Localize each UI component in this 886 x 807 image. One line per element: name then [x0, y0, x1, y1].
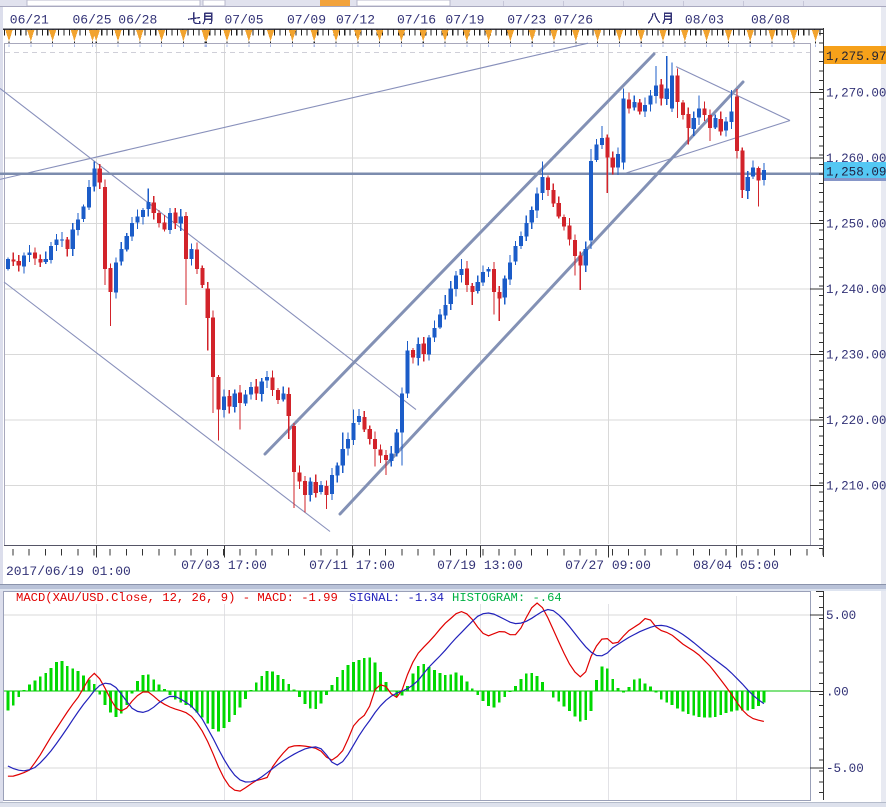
svg-text:08/03: 08/03	[685, 13, 724, 28]
svg-text:.00: .00	[826, 686, 849, 700]
svg-text:07/26: 07/26	[554, 13, 593, 28]
svg-text:1,250.00: 1,250.00	[826, 218, 886, 232]
svg-text:MACD(XAU/USD.Close, 12, 26, 9): MACD(XAU/USD.Close, 12, 26, 9) - MACD: -…	[16, 591, 338, 605]
svg-text:1,220.00: 1,220.00	[826, 414, 886, 428]
svg-text:SIGNAL: -1.34: SIGNAL: -1.34	[349, 591, 444, 605]
svg-text:1,210.00: 1,210.00	[826, 480, 886, 494]
svg-text:07/16: 07/16	[397, 13, 436, 28]
svg-text:07/05: 07/05	[224, 13, 263, 28]
svg-text:1,275.97: 1,275.97	[826, 50, 886, 64]
svg-text:07/11 17:00: 07/11 17:00	[309, 558, 395, 573]
svg-text:08/04 05:00: 08/04 05:00	[693, 558, 779, 573]
svg-text:07/09: 07/09	[287, 13, 326, 28]
svg-text:07/19: 07/19	[445, 13, 484, 28]
svg-text:06/28: 06/28	[118, 13, 157, 28]
svg-text:HISTOGRAM: -.64: HISTOGRAM: -.64	[452, 591, 562, 605]
svg-text:2017/06/19 01:00: 2017/06/19 01:00	[6, 564, 131, 579]
svg-text:1,230.00: 1,230.00	[826, 349, 886, 363]
svg-text:1,240.00: 1,240.00	[826, 283, 886, 297]
svg-text:-5.00: -5.00	[826, 762, 864, 776]
svg-text:08/08: 08/08	[751, 13, 790, 28]
svg-text:07/27 09:00: 07/27 09:00	[565, 558, 651, 573]
svg-text:07/12: 07/12	[336, 13, 375, 28]
svg-text:5.00: 5.00	[826, 609, 856, 623]
svg-text:07/19 13:00: 07/19 13:00	[437, 558, 523, 573]
svg-text:06/21: 06/21	[10, 13, 49, 28]
svg-text:07/03 17:00: 07/03 17:00	[181, 558, 267, 573]
svg-text:1,270.00: 1,270.00	[826, 87, 886, 101]
svg-text:1,258.09: 1,258.09	[826, 166, 886, 180]
svg-text:06/25: 06/25	[72, 13, 111, 28]
svg-text:07/23: 07/23	[507, 13, 546, 28]
